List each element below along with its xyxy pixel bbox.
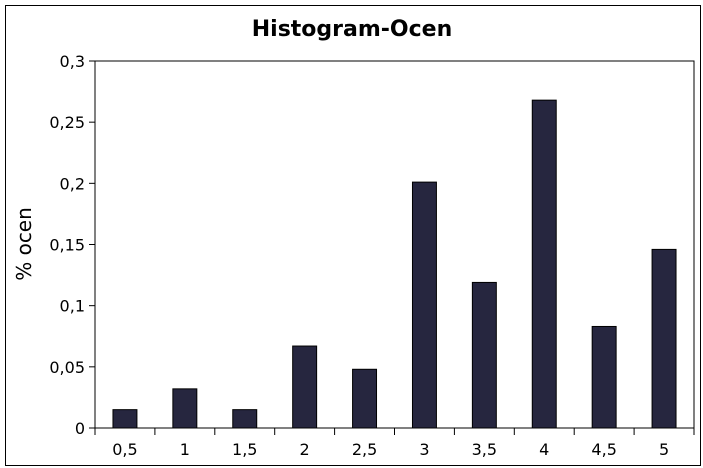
x-tick-label: 2,5 bbox=[352, 440, 377, 459]
y-tick-label: 0 bbox=[75, 419, 85, 438]
y-tick-label: 0,15 bbox=[49, 236, 85, 255]
bar bbox=[411, 181, 437, 429]
y-tick-label: 0,05 bbox=[49, 358, 85, 377]
bar bbox=[172, 388, 198, 429]
x-axis-ticks: 0,5 1 1,5 2 2,5 3 3,5 4 4,5 5 bbox=[94, 428, 695, 459]
chart-title: Histogram-Ocen bbox=[252, 17, 453, 42]
x-tick-label: 0,5 bbox=[112, 440, 137, 459]
x-tick-label: 1 bbox=[180, 440, 190, 459]
bars-group bbox=[112, 99, 677, 429]
bar bbox=[232, 409, 258, 429]
bar bbox=[531, 99, 557, 429]
y-tick-label: 0,25 bbox=[49, 113, 85, 132]
y-axis-label: % ocen bbox=[12, 207, 36, 281]
y-axis-ticks: 0 0,05 0,1 0,15 0,2 0,25 0,3 bbox=[49, 52, 95, 438]
x-tick-label: 3 bbox=[419, 440, 429, 459]
x-tick-label: 4 bbox=[539, 440, 549, 459]
bar bbox=[591, 325, 617, 429]
bar bbox=[651, 248, 677, 429]
bar bbox=[112, 409, 138, 429]
y-tick-label: 0,2 bbox=[60, 174, 85, 193]
x-tick-label: 3,5 bbox=[472, 440, 497, 459]
bar bbox=[471, 281, 497, 429]
x-tick-label: 5 bbox=[659, 440, 669, 459]
y-tick-label: 0,1 bbox=[60, 297, 85, 316]
x-tick-label: 4,5 bbox=[591, 440, 616, 459]
bar bbox=[352, 368, 378, 429]
bar bbox=[292, 345, 318, 429]
x-tick-label: 2 bbox=[300, 440, 310, 459]
y-tick-label: 0,3 bbox=[60, 52, 85, 71]
x-tick-label: 1,5 bbox=[232, 440, 257, 459]
